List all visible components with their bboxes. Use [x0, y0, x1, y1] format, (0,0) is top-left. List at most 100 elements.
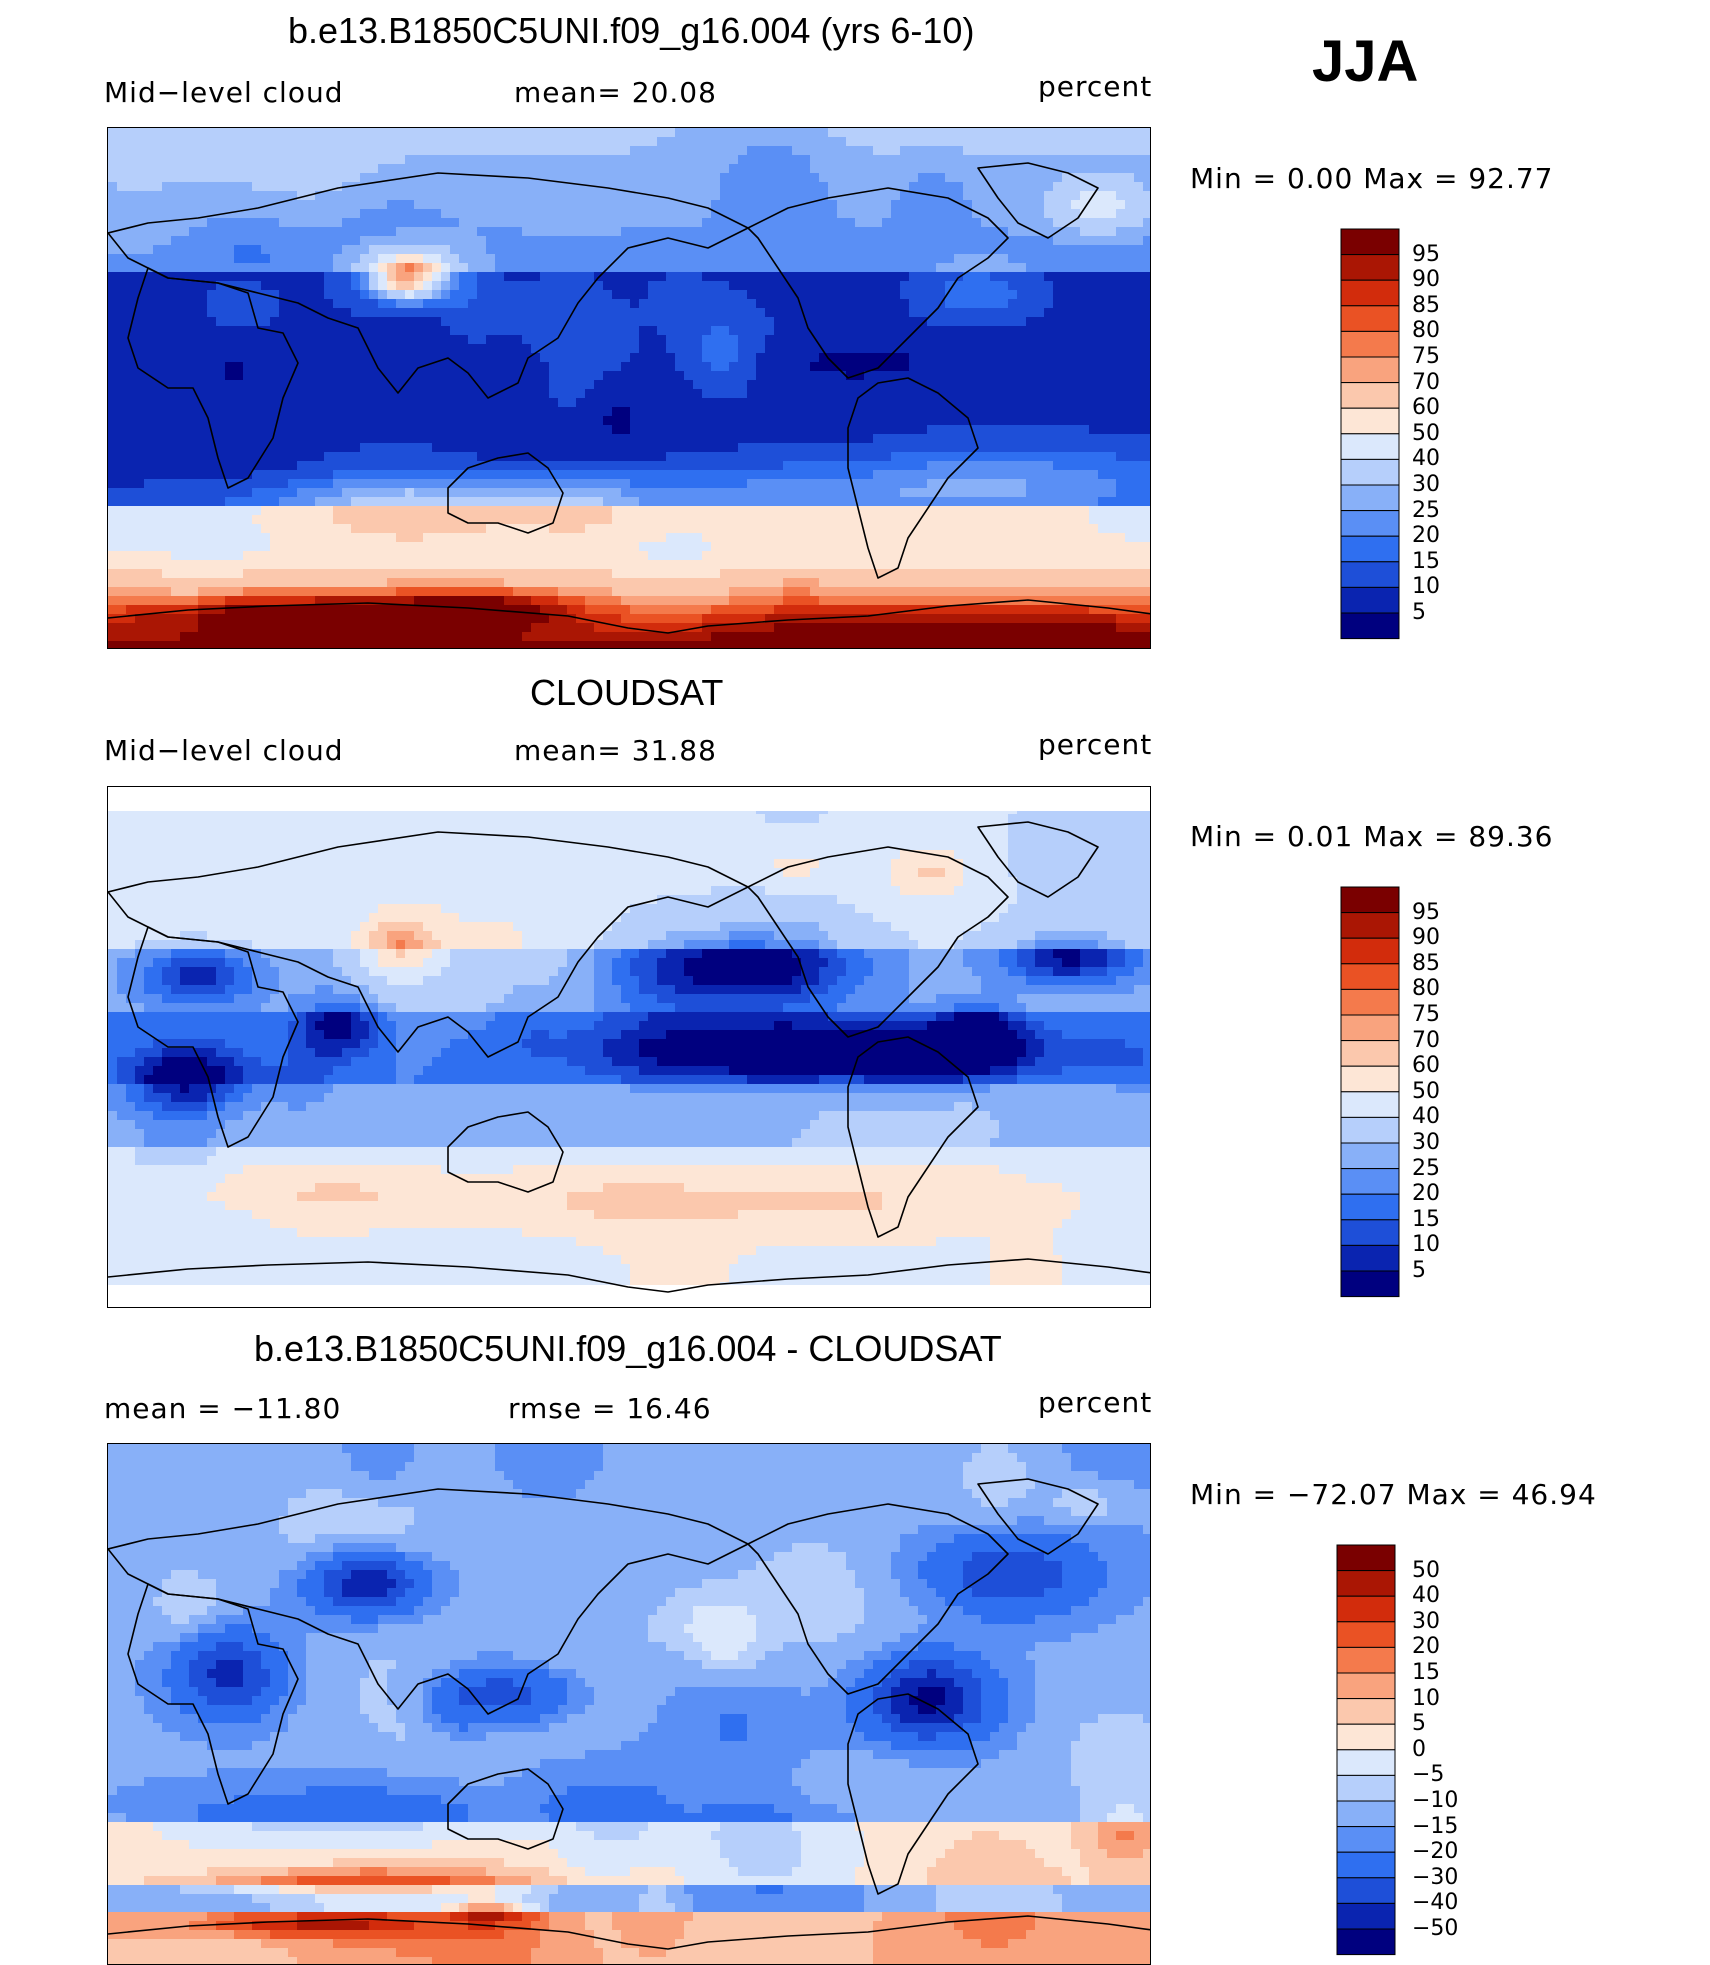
colorbar-box [1341, 1066, 1399, 1092]
colorbar-box [1341, 536, 1399, 562]
colorbar-label: 95 [1412, 242, 1440, 267]
colorbar-label: 85 [1412, 293, 1440, 318]
panel-1-title: b.e13.B1850C5UNI.f09_g16.004 (yrs 6-10) [288, 10, 974, 52]
colorbar-label: 5 [1412, 1711, 1426, 1736]
colorbar-box [1337, 1622, 1395, 1648]
colorbar-label: 25 [1412, 498, 1440, 523]
colorbar-box [1341, 1041, 1399, 1067]
colorbar-box [1341, 1194, 1399, 1220]
colorbar-box [1341, 434, 1399, 460]
colorbar-box [1337, 1647, 1395, 1673]
colorbar-box [1337, 1775, 1395, 1801]
panel-2-map [107, 786, 1151, 1308]
colorbar-label: 30 [1412, 1609, 1440, 1634]
colorbar-label: 30 [1412, 1130, 1440, 1155]
colorbar-label: 40 [1412, 1104, 1440, 1129]
panel-2-title: CLOUDSAT [530, 672, 723, 714]
colorbar-box [1341, 1169, 1399, 1195]
colorbar-box [1341, 587, 1399, 613]
colorbar-label: 80 [1412, 318, 1440, 343]
colorbar-box [1341, 280, 1399, 306]
colorbar-box [1341, 938, 1399, 964]
colorbar-box [1341, 255, 1399, 281]
colorbar-label: 15 [1412, 549, 1440, 574]
panel-3-map [107, 1443, 1151, 1965]
colorbar-label: 40 [1412, 1583, 1440, 1608]
colorbar-box [1337, 1827, 1395, 1853]
colorbar-label: −15 [1412, 1814, 1458, 1839]
colorbar-label: 10 [1412, 574, 1440, 599]
colorbar-label: 50 [1412, 1079, 1440, 1104]
panel-2-variable-label: Mid−level cloud [104, 734, 343, 767]
panel-1-variable-label: Mid−level cloud [104, 76, 343, 109]
colorbar-label: 80 [1412, 976, 1440, 1001]
colorbar-box [1341, 989, 1399, 1015]
colorbar-box [1341, 964, 1399, 990]
colorbar-box [1341, 1117, 1399, 1143]
colorbar-box [1341, 1271, 1399, 1297]
colorbar-box [1337, 1878, 1395, 1904]
colorbar-box [1341, 1092, 1399, 1118]
colorbar-label: 10 [1412, 1232, 1440, 1257]
panel-3-units-label: percent [1038, 1386, 1152, 1419]
colorbar-label: 15 [1412, 1207, 1440, 1232]
colorbar-label: 70 [1412, 1028, 1440, 1053]
colorbar-label: 75 [1412, 344, 1440, 369]
colorbar-label: 25 [1412, 1156, 1440, 1181]
panel-3-rmse-label: rmse = 16.46 [508, 1392, 712, 1425]
colorbar-box [1341, 383, 1399, 409]
colorbar-box [1341, 459, 1399, 485]
colorbar-label: 50 [1412, 1558, 1440, 1583]
colorbar-box [1341, 306, 1399, 332]
colorbar-box [1337, 1929, 1395, 1955]
colorbar-box [1337, 1673, 1395, 1699]
colorbar-label: 75 [1412, 1002, 1440, 1027]
colorbar-box [1341, 1143, 1399, 1169]
panel-2-units-label: percent [1038, 728, 1152, 761]
colorbar-label: −20 [1412, 1839, 1458, 1864]
colorbar-box [1337, 1750, 1395, 1776]
colorbar-label: 10 [1412, 1686, 1440, 1711]
colorbar-label: 85 [1412, 951, 1440, 976]
colorbar-label: 90 [1412, 925, 1440, 950]
season-label: JJA [1312, 28, 1418, 95]
colorbar-label: 60 [1412, 395, 1440, 420]
colorbar-label: −30 [1412, 1865, 1458, 1890]
colorbar-label: 60 [1412, 1053, 1440, 1078]
panel-3-mean-label: mean = −11.80 [104, 1392, 341, 1425]
colorbar-box [1341, 562, 1399, 588]
colorbar-label: 95 [1412, 900, 1440, 925]
colorbar-label: 5 [1412, 600, 1426, 625]
colorbar-label: 0 [1412, 1737, 1426, 1762]
colorbar-box [1337, 1852, 1395, 1878]
colorbar-box [1341, 613, 1399, 639]
colorbar-box [1341, 357, 1399, 383]
panel-1-map [107, 127, 1151, 649]
colorbar-label: 20 [1412, 523, 1440, 548]
colorbar-box [1341, 913, 1399, 939]
colorbar-label: 70 [1412, 370, 1440, 395]
colorbar-label: 20 [1412, 1181, 1440, 1206]
colorbar-box [1337, 1903, 1395, 1929]
colorbar-box [1341, 1015, 1399, 1041]
panel-2-mean-label: mean= 31.88 [514, 734, 717, 767]
colorbar-box [1337, 1724, 1395, 1750]
colorbar-box [1341, 331, 1399, 357]
colorbar-label: −40 [1412, 1890, 1458, 1915]
colorbar-box [1341, 887, 1399, 913]
colorbar-label: 30 [1412, 472, 1440, 497]
colorbar-label: 5 [1412, 1258, 1426, 1283]
colorbar-box [1341, 485, 1399, 511]
colorbar-box [1341, 408, 1399, 434]
colorbar-label: 40 [1412, 446, 1440, 471]
colorbar-box [1337, 1545, 1395, 1571]
panel-3-minmax: Min = −72.07 Max = 46.94 [1190, 1478, 1597, 1511]
colorbar-box [1337, 1801, 1395, 1827]
colorbar-box [1337, 1699, 1395, 1725]
colorbar-label: −5 [1412, 1762, 1444, 1787]
colorbar-label: −50 [1412, 1916, 1458, 1941]
colorbar-box [1337, 1596, 1395, 1622]
colorbar-box [1341, 511, 1399, 537]
colorbar-box [1337, 1571, 1395, 1597]
colorbar-box [1341, 1220, 1399, 1246]
